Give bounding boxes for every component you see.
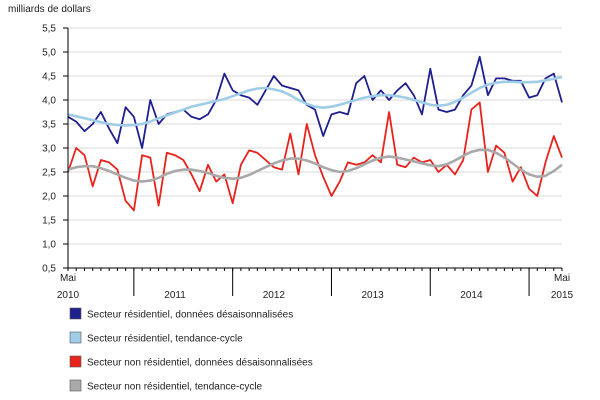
x-year-label: 2014 [460, 290, 483, 301]
gridlines [68, 27, 562, 245]
legend-swatch-4 [69, 379, 82, 392]
y-tick-label: 5,0 [42, 48, 56, 59]
legend-label-4: Secteur non résidentiel, tendance-cycle [87, 382, 263, 393]
legend-swatch-1 [69, 307, 82, 320]
series-line-2 [67, 75, 563, 127]
x-year-label: 2013 [362, 290, 385, 301]
axes [63, 27, 563, 296]
x-axis-labels: Mai Mai 2010 2011 2012 2013 2014 2015 [57, 273, 574, 301]
y-tick-label: 0,5 [42, 264, 56, 275]
legend-label-2: Secteur résidentiel, tendance-cycle [87, 334, 243, 345]
legend: Secteur résidentiel, données désaisonnal… [69, 307, 313, 393]
y-tick-label: 3,5 [42, 120, 56, 131]
y-tick-label: 4,0 [42, 96, 56, 107]
series-line-1 [67, 55, 563, 149]
y-tick-label: 1,5 [42, 216, 56, 227]
x-year-label: 2010 [57, 290, 80, 301]
y-axis-ticks: 0,5 1,0 1,5 2,0 2,5 3,0 3,5 4,0 4,5 5,0 5,5 [42, 24, 56, 275]
series-lines [67, 55, 563, 212]
y-tick-label: 2,5 [42, 168, 56, 179]
y-tick-label: 3,0 [42, 144, 56, 155]
x-year-label: 2015 [551, 290, 574, 301]
y-tick-label: 5,5 [42, 24, 56, 35]
y-tick-label: 2,0 [42, 192, 56, 203]
y-tick-label: 1,0 [42, 240, 56, 251]
x-year-label: 2012 [263, 290, 286, 301]
series-line-3 [67, 101, 563, 212]
legend-label-1: Secteur résidentiel, données désaisonnal… [87, 310, 293, 321]
x-month-label: Mai [554, 273, 570, 284]
x-month-label: Mai [60, 273, 76, 284]
legend-swatch-3 [69, 355, 82, 368]
series-line-4 [67, 148, 563, 183]
legend-swatch-2 [69, 331, 82, 344]
legend-label-3: Secteur non résidentiel, données désaiso… [87, 358, 313, 369]
y-tick-label: 4,5 [42, 72, 56, 83]
x-year-label: 2011 [164, 290, 186, 301]
y-axis-title: milliards de dollars [8, 4, 91, 15]
